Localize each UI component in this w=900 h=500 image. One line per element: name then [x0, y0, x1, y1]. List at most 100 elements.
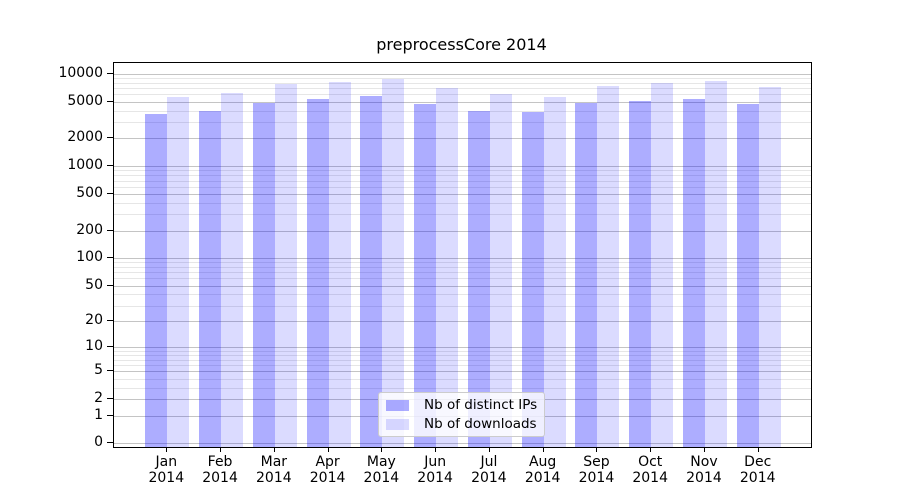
legend-swatch-distinct-ips-icon [386, 399, 409, 411]
bar-downloads-Jan [167, 96, 190, 447]
month-label: Jan [155, 454, 178, 470]
bar-distinct-ips-Jul [467, 110, 490, 447]
y-tick-label-10000: 10000 [58, 64, 103, 81]
y-tick-label-20: 20 [85, 312, 103, 329]
bar-downloads-Sep [597, 85, 620, 447]
gridline-minor-9 [114, 350, 811, 352]
x-tick-label-Aug: Aug 2014 [515, 454, 571, 486]
y-tick-5000 [107, 100, 113, 102]
legend-swatch-downloads-icon [386, 418, 409, 430]
bar-distinct-ips-Mar [252, 103, 275, 447]
x-tick-Jun [435, 448, 437, 452]
bar-downloads-Jun [436, 88, 459, 447]
x-tick-Dec [757, 448, 759, 452]
x-tick-May [381, 448, 383, 452]
year-label: 2014 [739, 470, 776, 486]
x-tick-Jan [166, 448, 168, 452]
gridline-minor-800 [114, 175, 811, 177]
gridline-minor-400 [114, 202, 811, 204]
x-tick-Oct [650, 448, 652, 452]
gridline-minor-3 [114, 387, 811, 389]
gridline-minor-9000 [114, 78, 811, 80]
plot-area: Nb of distinct IPs Nb of downloads [113, 62, 812, 448]
x-tick-Feb [220, 448, 222, 452]
y-tick-label-0: 0 [94, 434, 103, 451]
bar-downloads-Feb [221, 92, 244, 447]
bar-distinct-ips-May [360, 95, 383, 447]
x-tick-label-Mar: Mar 2014 [246, 454, 302, 486]
year-label: 2014 [148, 470, 185, 486]
y-tick-10000 [107, 72, 113, 74]
gridline-minor-3000 [114, 122, 811, 124]
y-tick-label-2000: 2000 [67, 129, 103, 146]
gridline-minor-7 [114, 359, 811, 361]
x-tick-label-Apr: Apr 2014 [300, 454, 356, 486]
month-label: May [366, 454, 396, 470]
year-label: 2014 [202, 470, 238, 486]
x-tick-label-Feb: Feb 2014 [192, 454, 248, 486]
bar-downloads-Oct [651, 82, 674, 447]
legend: Nb of distinct IPs Nb of downloads [378, 392, 545, 437]
y-tick-label-2: 2 [94, 390, 103, 407]
y-tick-2 [107, 398, 113, 400]
x-tick-label-Jan: Jan 2014 [138, 454, 194, 486]
y-tick-label-500: 500 [76, 185, 103, 201]
gridline-1000 [114, 166, 811, 168]
gridline-5 [114, 371, 811, 373]
legend-item-downloads: Nb of downloads [386, 415, 537, 433]
month-label: Nov [690, 454, 718, 470]
legend-item-distinct-ips: Nb of distinct IPs [386, 396, 537, 414]
year-label: 2014 [417, 470, 453, 486]
gridline-10 [114, 347, 811, 349]
legend-label-downloads: Nb of downloads [424, 416, 537, 432]
gridline-minor-70 [114, 272, 811, 274]
year-label: 2014 [256, 470, 292, 486]
x-tick-Jul [488, 448, 490, 452]
gridline-minor-7000 [114, 88, 811, 90]
y-tick-1000 [107, 165, 113, 167]
bar-downloads-Dec [758, 87, 781, 447]
bar-downloads-Jul [489, 93, 512, 447]
year-label: 2014 [578, 470, 615, 486]
y-tick-label-5: 5 [94, 362, 103, 379]
chart-title: preprocessCore 2014 [376, 35, 547, 54]
x-tick-Mar [273, 448, 275, 452]
x-tick-label-Oct: Oct 2014 [622, 454, 678, 486]
gridline-minor-8000 [114, 82, 811, 84]
y-tick-200 [107, 229, 113, 231]
gridline-minor-300 [114, 214, 811, 216]
bar-downloads-Nov [704, 81, 727, 447]
y-tick-2000 [107, 137, 113, 139]
gridline-minor-40 [114, 294, 811, 296]
y-tick-1 [107, 414, 113, 416]
y-tick-5 [107, 370, 113, 372]
gridline-10000 [114, 73, 811, 75]
bar-distinct-ips-Aug [521, 111, 544, 447]
y-tick-label-200: 200 [76, 221, 103, 238]
gridline-2000 [114, 138, 811, 140]
year-label: 2014 [686, 470, 722, 486]
y-tick-label-5000: 5000 [67, 92, 103, 109]
x-tick-Nov [703, 448, 705, 452]
x-tick-Sep [596, 448, 598, 452]
gridline-500 [114, 194, 811, 195]
y-tick-20 [107, 320, 113, 322]
gridline-minor-900 [114, 170, 811, 172]
month-label: Oct [638, 454, 663, 470]
gridline-200 [114, 230, 811, 232]
y-tick-label-50: 50 [85, 276, 103, 293]
y-tick-label-1000: 1000 [67, 157, 103, 174]
gridline-100 [114, 258, 811, 260]
year-label: 2014 [363, 470, 400, 486]
bar-downloads-May [382, 78, 405, 447]
x-tick-label-Jun: Jun 2014 [407, 454, 463, 486]
bar-distinct-ips-Sep [575, 102, 598, 447]
gridline-minor-4000 [114, 110, 811, 112]
month-label: Jul [480, 454, 498, 470]
legend-label-distinct-ips: Nb of distinct IPs [424, 397, 538, 413]
month-label: Dec [744, 454, 772, 470]
gridline-minor-6 [114, 365, 811, 367]
month-label: Feb [207, 454, 233, 470]
gridline-minor-8 [114, 355, 811, 357]
x-tick-label-May: May 2014 [353, 454, 409, 486]
